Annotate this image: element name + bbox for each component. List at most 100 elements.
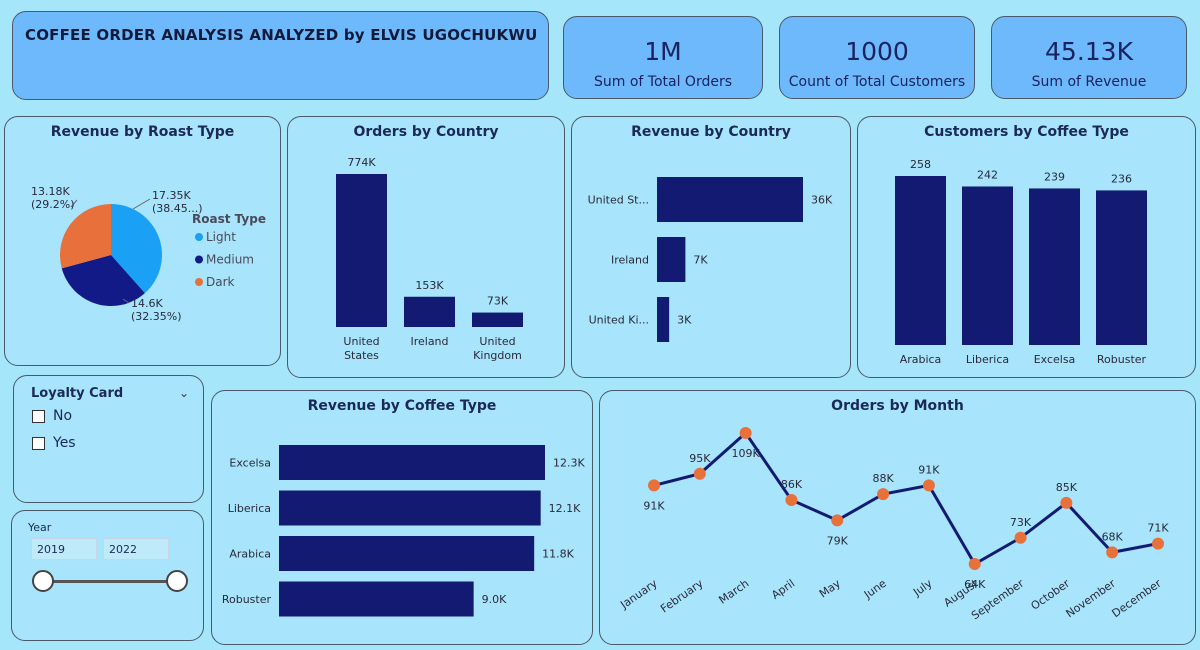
category-label: United: [479, 335, 515, 348]
option-label: Yes: [53, 435, 76, 451]
roast-pie-chart: 17.35K(38.45...) 14.6K(32.35%) 13.18K(29.2…: [31, 185, 266, 323]
legend-dot: [195, 278, 203, 286]
bar: [279, 581, 474, 617]
kpi-total-customers: 1000 Count of Total Customers: [779, 16, 975, 99]
year-slicer: Year 2019 2022: [11, 510, 204, 641]
data-label: 239: [1044, 170, 1065, 183]
category-label: States: [344, 349, 379, 362]
data-label: 153K: [415, 279, 444, 292]
data-label: 3K: [677, 314, 692, 327]
slice-label: 13.18K: [31, 185, 70, 198]
data-point: [1152, 537, 1164, 550]
kpi-value: 1M: [644, 37, 682, 66]
kpi-label: Sum of Revenue: [1031, 74, 1147, 90]
data-label: 12.1K: [549, 502, 581, 515]
slice-pct: (32.35%): [131, 310, 182, 323]
data-label: 86K: [781, 478, 803, 491]
data-label: 12.3K: [553, 457, 585, 470]
x-tick-label: November: [1064, 577, 1119, 621]
loyalty-option-no[interactable]: No: [32, 408, 72, 424]
customers-type-chart: 258 Arabica 242 Liberica 239 Excelsa 236 Robust…: [895, 158, 1147, 366]
data-point: [968, 558, 981, 570]
data-label: 79K: [827, 534, 849, 547]
slice-label: 17.35K: [152, 189, 191, 202]
data-point: [648, 479, 660, 492]
bar: [657, 237, 686, 282]
chart-title: Orders by Country: [353, 124, 499, 140]
chevron-down-icon[interactable]: ⌄: [178, 386, 189, 400]
data-label: 236: [1111, 172, 1132, 185]
loyalty-slicer: Loyalty Card ⌄ No Yes: [13, 375, 204, 503]
data-point: [831, 514, 844, 527]
year-from-input[interactable]: 2019: [31, 538, 97, 560]
pie-slice-light: [111, 204, 162, 294]
orders-month-card: Orders by Month 91K January 95K February 109…: [599, 390, 1196, 645]
data-point: [693, 467, 706, 480]
data-label: 73K: [487, 295, 509, 308]
kpi-label: Count of Total Customers: [788, 74, 966, 90]
range-handle-end[interactable]: [166, 570, 188, 592]
bar: [279, 445, 545, 480]
x-tick-label: June: [861, 577, 889, 602]
orders-country-card: Orders by Country 774K United States 153K Ir…: [287, 116, 565, 378]
data-point: [785, 493, 798, 506]
data-label: 95K: [689, 452, 711, 465]
title-card: COFFEE ORDER ANALYSIS ANALYZED by ELVIS …: [12, 11, 549, 100]
data-label: 11.8K: [542, 548, 574, 561]
kpi-revenue: 45.13K Sum of Revenue: [991, 16, 1187, 99]
data-label: 64K: [964, 578, 986, 591]
data-point: [1106, 546, 1119, 559]
leader-line: [132, 198, 151, 210]
data-label: 88K: [872, 472, 894, 485]
x-tick-label: January: [617, 577, 660, 612]
revenue-type-chart: Excelsa 12.3K Liberica 12.1K Arabica 11.8K Rob…: [222, 445, 585, 617]
category-label: United: [343, 335, 379, 348]
chart-title: Customers by Coffee Type: [924, 124, 1129, 140]
pie-slice-dark: [60, 204, 111, 269]
orders-month-chart: 91K January 95K February 109K March 86K April 79…: [617, 427, 1169, 622]
bar: [336, 174, 387, 327]
category-label: Liberica: [966, 353, 1009, 366]
bar: [472, 312, 523, 327]
checkbox-icon[interactable]: [32, 409, 45, 423]
option-label: No: [53, 408, 73, 424]
data-point: [922, 479, 935, 492]
legend-dot: [195, 255, 203, 264]
legend-dot: [195, 233, 203, 241]
orders-country-chart: 774KUnitedStates153KIreland73KUnitedKing…: [336, 156, 523, 362]
bar: [1096, 190, 1147, 345]
category-label: Robuster: [222, 593, 272, 606]
pie-slice-medium: [61, 255, 145, 306]
data-label: 68K: [1102, 530, 1124, 543]
bar: [279, 490, 541, 526]
loyalty-option-yes[interactable]: Yes: [32, 435, 76, 451]
roast-type-card: Revenue by Roast Type 17.35K (38.45...) 14…: [4, 116, 281, 366]
legend-label: Medium: [206, 253, 254, 267]
category-label: Excelsa: [1034, 353, 1076, 366]
slicer-title: Year: [28, 521, 52, 534]
checkbox-icon[interactable]: [32, 436, 45, 450]
year-to-input[interactable]: 2022: [103, 538, 169, 560]
range-track[interactable]: [42, 580, 176, 583]
data-label: 9.0K: [482, 593, 507, 606]
chart-title: Orders by Month: [831, 398, 964, 414]
data-label: 71K: [1147, 522, 1169, 535]
data-label: 258: [910, 158, 931, 171]
data-point: [739, 427, 752, 439]
slice-label: 14.6K: [131, 297, 163, 310]
dashboard-title: COFFEE ORDER ANALYSIS ANALYZED by ELVIS …: [25, 26, 538, 44]
range-handle-start[interactable]: [32, 570, 54, 592]
category-label: Liberica: [228, 502, 271, 515]
data-point: [1060, 496, 1073, 509]
kpi-value: 45.13K: [1045, 37, 1133, 66]
bar: [657, 297, 670, 342]
x-tick-label: April: [769, 577, 797, 602]
chart-title: Revenue by Country: [631, 124, 791, 140]
chart-title: Revenue by Roast Type: [50, 124, 235, 140]
legend-title: Roast Type: [192, 212, 266, 226]
bar: [279, 536, 535, 571]
kpi-total-orders: 1M Sum of Total Orders: [563, 16, 763, 99]
category-label: Kingdom: [473, 349, 522, 362]
kpi-label: Sum of Total Orders: [593, 74, 733, 90]
bar: [404, 296, 455, 327]
